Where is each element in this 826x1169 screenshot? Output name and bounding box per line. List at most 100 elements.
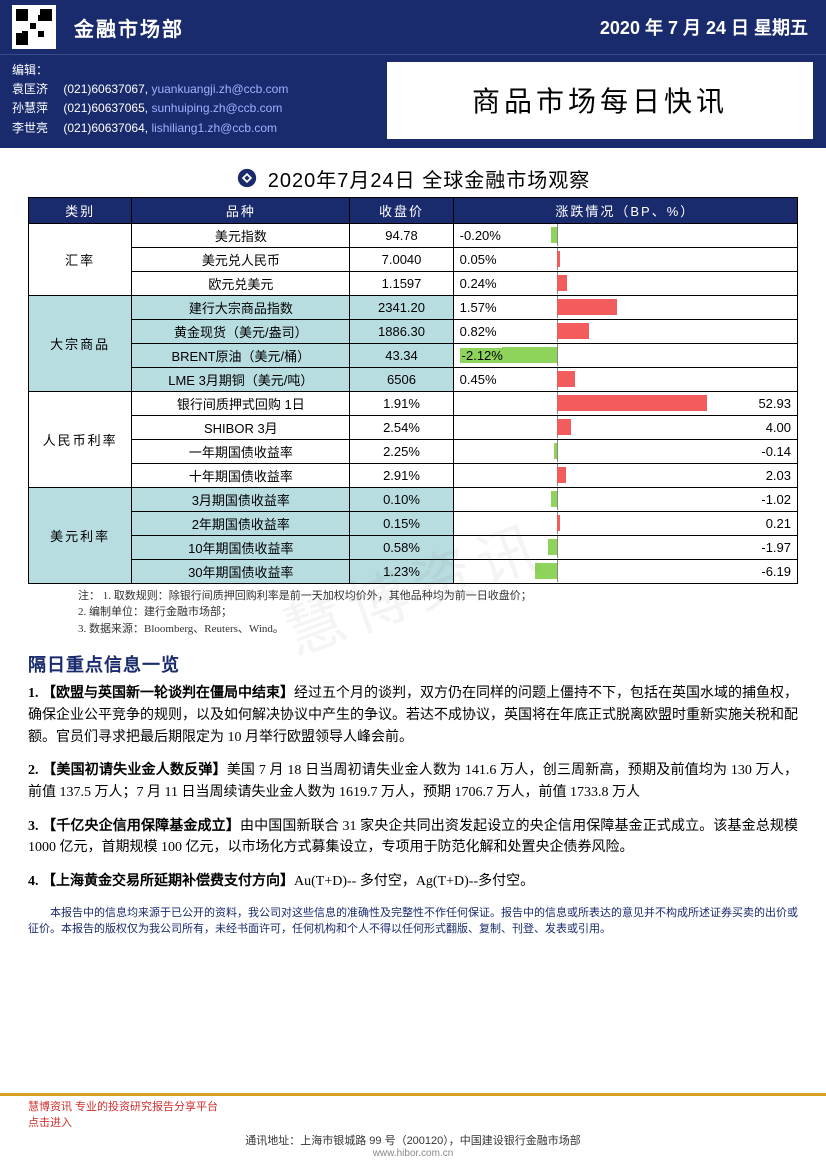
note-line: 3. 数据来源：Bloomberg、Reuters、Wind。 — [78, 623, 284, 635]
price-cell: 0.58% — [350, 535, 453, 559]
price-cell: 2.54% — [350, 415, 453, 439]
instrument-cell: 美元兑人民币 — [132, 247, 350, 271]
change-cell: 4.00 — [453, 415, 797, 439]
editor-entry: 孙慧萍 (021)60637065, sunhuiping.zh@ccb.com — [12, 99, 368, 118]
change-value: 0.45% — [460, 372, 497, 387]
editors-label: 编辑： — [12, 61, 368, 80]
change-cell: 0.21 — [453, 511, 797, 535]
table-row: 10年期国债收益率0.58%-1.97 — [29, 535, 798, 559]
news-item: 3. 【千亿央企信用保障基金成立】由中国国新联合 31 家央企共同出资发起设立的… — [28, 816, 798, 859]
instrument-cell: 银行间质押式回购 1日 — [132, 391, 350, 415]
change-value: 2.03 — [766, 468, 791, 483]
price-cell: 2.91% — [350, 463, 453, 487]
change-cell: -0.14 — [453, 439, 797, 463]
instrument-cell: 建行大宗商品指数 — [132, 295, 350, 319]
table-row: 一年期国债收益率2.25%-0.14 — [29, 439, 798, 463]
news-list: 1. 【欧盟与英国新一轮谈判在僵局中结束】经过五个月的谈判，双方仍在同样的问题上… — [28, 683, 798, 893]
price-cell: 0.10% — [350, 487, 453, 511]
change-value: 0.05% — [460, 252, 497, 267]
price-cell: 1.91% — [350, 391, 453, 415]
bar-negative — [551, 227, 557, 243]
change-value: -0.20% — [460, 228, 501, 243]
editor-row: 编辑： 袁匡济 (021)60637067, yuankuangji.zh@cc… — [0, 54, 826, 148]
bar-positive — [557, 371, 575, 387]
instrument-cell: LME 3月期铜（美元/吨） — [132, 367, 350, 391]
footer-address: 通讯地址：上海市银城路 99 号（200120），中国建设银行金融市场部 — [0, 1132, 826, 1148]
instrument-cell: 欧元兑美元 — [132, 271, 350, 295]
news-item: 2. 【美国初请失业金人数反弹】美国 7 月 18 日当周初请失业金人数为 14… — [28, 760, 798, 803]
category-cell: 美元利率 — [29, 487, 132, 583]
disclaimer-text: 本报告中的信息均来源于已公开的资料，我公司对这些信息的准确性及完整性不作任何保证… — [28, 905, 798, 938]
change-value: 0.21 — [766, 516, 791, 531]
price-cell: 2.25% — [350, 439, 453, 463]
change-cell: -1.97 — [453, 535, 797, 559]
table-row: 欧元兑美元1.1597 0.24% — [29, 271, 798, 295]
price-cell: 1886.30 — [350, 319, 453, 343]
page-footer: 慧博资讯 专业的投资研究报告分享平台 点击进入 通讯地址：上海市银城路 99 号… — [0, 1093, 826, 1169]
bar-positive — [557, 467, 566, 483]
category-cell: 人民币利率 — [29, 391, 132, 487]
table-row: 汇率美元指数94.78-0.20% — [29, 223, 798, 247]
instrument-cell: BRENT原油（美元/桶） — [132, 343, 350, 367]
col-header: 类别 — [29, 197, 132, 223]
price-cell: 0.15% — [350, 511, 453, 535]
bar-negative — [535, 563, 557, 579]
instrument-cell: 2年期国债收益率 — [132, 511, 350, 535]
editors-block: 编辑： 袁匡济 (021)60637067, yuankuangji.zh@cc… — [0, 55, 380, 148]
price-cell: 1.23% — [350, 559, 453, 583]
change-cell: -1.02 — [453, 487, 797, 511]
news-item: 4. 【上海黄金交易所延期补偿费支付方向】Au(T+D)-- 多付空，Ag(T+… — [28, 871, 798, 893]
change-cell: 1.57% — [453, 295, 797, 319]
footer-brand: 慧博资讯 专业的投资研究报告分享平台 点击进入 — [0, 1098, 826, 1130]
instrument-cell: 3月期国债收益率 — [132, 487, 350, 511]
note-line: 2. 编制单位：建行金融市场部； — [78, 606, 232, 618]
instrument-cell: 30年期国债收益率 — [132, 559, 350, 583]
table-row: SHIBOR 3月2.54%4.00 — [29, 415, 798, 439]
bar-negative — [502, 347, 557, 363]
change-cell: 0.82% — [453, 319, 797, 343]
table-row: 美元利率3月期国债收益率0.10%-1.02 — [29, 487, 798, 511]
footer-url: www.hibor.com.cn — [0, 1148, 826, 1159]
change-cell: 52.93 — [453, 391, 797, 415]
price-cell: 2341.20 — [350, 295, 453, 319]
news-section-title: 隔日重点信息一览 — [28, 651, 798, 677]
footer-address-value: 上海市银城路 99 号（200120），中国建设银行金融市场部 — [300, 1135, 581, 1147]
col-header: 涨跌情况（BP、%） — [453, 197, 797, 223]
bar-negative — [548, 539, 557, 555]
change-value: -1.02 — [761, 492, 791, 507]
price-cell: 6506 — [350, 367, 453, 391]
change-value: 4.00 — [766, 420, 791, 435]
instrument-cell: 美元指数 — [132, 223, 350, 247]
bar-positive — [557, 419, 571, 435]
footer-enter-text: 点击进入 — [28, 1117, 72, 1129]
table-row: 黄金现货（美元/盎司）1886.300.82% — [29, 319, 798, 343]
change-cell: -0.20% — [453, 223, 797, 247]
report-date: 2020 年 7 月 24 日 星期五 — [600, 14, 808, 40]
change-cell: 2.03 — [453, 463, 797, 487]
change-cell: 0.45% — [453, 367, 797, 391]
top-banner: 金融市场部 2020 年 7 月 24 日 星期五 — [0, 0, 826, 54]
col-header: 收盘价 — [350, 197, 453, 223]
bar-positive — [557, 251, 560, 267]
instrument-cell: 十年期国债收益率 — [132, 463, 350, 487]
table-row: 十年期国债收益率2.91% 2.03 — [29, 463, 798, 487]
qr-code-icon — [12, 5, 56, 49]
bar-negative — [554, 443, 557, 459]
news-item: 1. 【欧盟与英国新一轮谈判在僵局中结束】经过五个月的谈判，双方仍在同样的问题上… — [28, 683, 798, 748]
market-table: 类别品种收盘价涨跌情况（BP、%） 汇率美元指数94.78-0.20%美元兑人民… — [28, 197, 798, 584]
table-notes: 注： 1. 取数规则：除银行间质押回购利率是前一天加权均价外，其他品种均为前一日… — [78, 588, 798, 638]
change-value: 0.24% — [460, 276, 497, 291]
change-cell: 0.24% — [453, 271, 797, 295]
footer-address-label: 通讯地址： — [245, 1135, 300, 1147]
change-value: -6.19 — [761, 564, 791, 579]
table-row: 大宗商品建行大宗商品指数2341.201.57% — [29, 295, 798, 319]
table-row: 30年期国债收益率1.23% -6.19 — [29, 559, 798, 583]
table-row: LME 3月期铜（美元/吨）6506 0.45% — [29, 367, 798, 391]
change-value: 0.82% — [460, 324, 497, 339]
bar-positive — [557, 395, 707, 411]
ccb-logo-icon — [236, 167, 258, 189]
price-cell: 43.34 — [350, 343, 453, 367]
change-cell: -6.19 — [453, 559, 797, 583]
price-cell: 1.1597 — [350, 271, 453, 295]
change-cell: -2.12% — [453, 343, 797, 367]
